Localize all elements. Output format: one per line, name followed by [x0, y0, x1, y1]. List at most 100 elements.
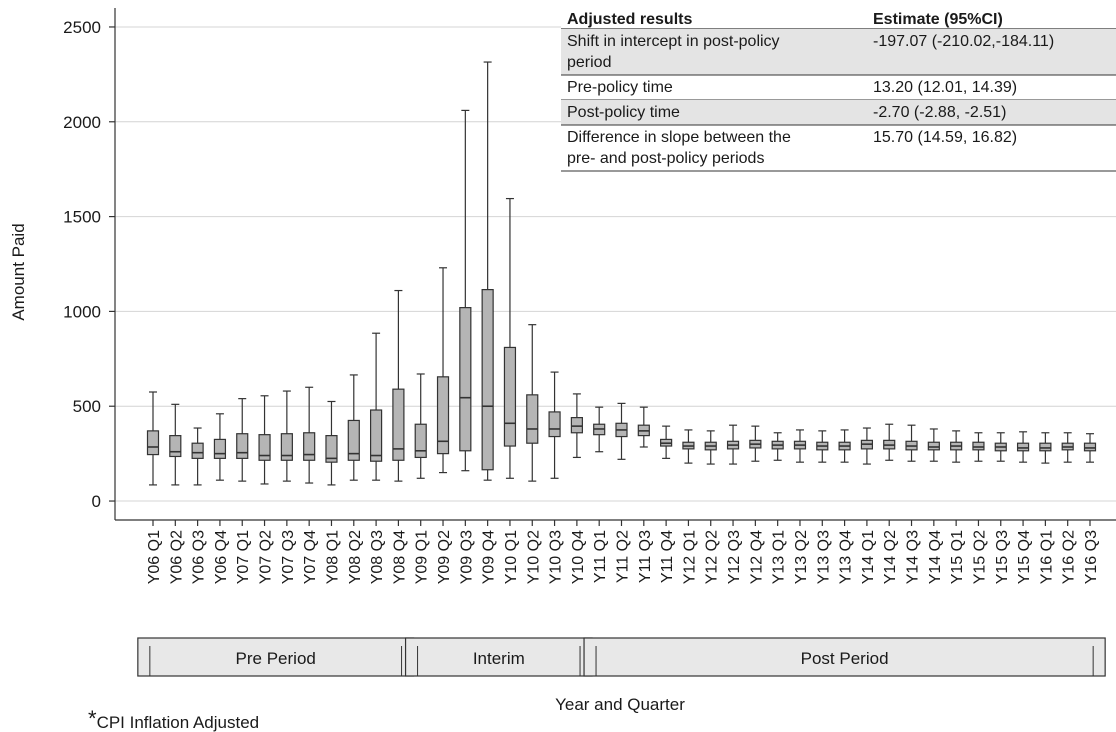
- footnote-mark: *: [88, 706, 97, 731]
- y-tick-label: 0: [92, 492, 101, 511]
- iqr-box: [392, 388, 405, 461]
- box-item: [883, 423, 896, 461]
- x-tick-label: Y13 Q1: [771, 530, 788, 584]
- box-item: [593, 406, 606, 453]
- x-tick-label: Y06 Q4: [213, 530, 230, 584]
- box-item: [950, 430, 963, 463]
- table-row-estimate: -2.70 (-2.88, -2.51): [873, 104, 1006, 121]
- box-item: [481, 61, 494, 481]
- box-item: [347, 374, 360, 481]
- box-item: [414, 373, 427, 479]
- x-tick-label: Y09 Q3: [458, 530, 475, 584]
- iqr-box: [169, 435, 182, 458]
- x-tick-label: Y16 Q1: [1038, 530, 1055, 584]
- iqr-box: [191, 442, 204, 459]
- box-item: [548, 371, 561, 479]
- box-item: [905, 424, 918, 462]
- y-tick-label: 2500: [63, 18, 101, 37]
- x-tick-label: Y07 Q4: [302, 530, 319, 584]
- table-row-estimate: 13.20 (12.01, 14.39): [873, 79, 1017, 96]
- x-tick-label: Y06 Q1: [146, 530, 163, 584]
- x-axis: Y06 Q1 Y06 Q2 Y06 Q3 Y06 Q4 Y07 Q1 Y07 Q2 Y07 …: [115, 519, 1116, 584]
- box-item: [146, 391, 160, 486]
- box-item: [771, 432, 784, 461]
- period-bracket: Pre Period: [137, 637, 415, 677]
- box-item: [258, 395, 271, 485]
- y-axis: 0 500 1000 1500 2000 2500: [63, 8, 116, 520]
- x-tick-label: Y10 Q2: [525, 530, 542, 584]
- x-tick-label: Y12 Q1: [681, 530, 698, 584]
- table-row-label: pre- and post-policy periods: [567, 150, 764, 167]
- iqr-box: [280, 433, 293, 461]
- iqr-box: [481, 289, 494, 471]
- box-item: [325, 400, 338, 486]
- results-table: Adjusted results Estimate (95%CI) Shift in…: [561, 8, 1116, 204]
- box-item: [838, 429, 851, 463]
- box-item: [459, 109, 472, 472]
- y-tick-label: 1500: [63, 208, 101, 227]
- box-item: [1039, 432, 1052, 464]
- box-item: [369, 332, 383, 481]
- x-tick-label: Y09 Q2: [436, 530, 453, 584]
- iqr-box: [927, 441, 940, 451]
- box-item: [994, 432, 1007, 462]
- x-tick-label: Y13 Q4: [838, 530, 855, 584]
- x-tick-label: Y09 Q1: [414, 530, 431, 584]
- box-series: [146, 61, 1097, 486]
- box-item: [637, 406, 650, 448]
- box-item: [280, 390, 293, 482]
- iqr-box: [570, 417, 583, 434]
- x-tick-label: Y11 Q1: [592, 530, 609, 583]
- x-tick-label: Y13 Q2: [793, 530, 810, 584]
- x-tick-label: Y06 Q3: [191, 530, 208, 584]
- x-tick-label: Y10 Q3: [548, 530, 565, 584]
- table-row-label: period: [567, 54, 611, 71]
- period-label: Pre Period: [236, 649, 316, 668]
- x-tick-label: Y14 Q3: [905, 530, 922, 584]
- footnote: *CPI Inflation Adjusted: [88, 706, 259, 732]
- x-tick-label: Y14 Q1: [860, 530, 877, 584]
- iqr-box: [414, 423, 427, 459]
- x-tick-label: Y12 Q4: [748, 530, 765, 584]
- iqr-box: [972, 441, 985, 451]
- table-row-shade: [561, 29, 1116, 75]
- box-item: [726, 424, 740, 465]
- box-item: [615, 402, 628, 460]
- table-row-estimate: 15.70 (14.59, 16.82): [873, 129, 1017, 146]
- x-tick-label: Y12 Q3: [726, 530, 743, 584]
- x-tick-label: Y10 Q4: [570, 530, 587, 584]
- box-item: [1083, 433, 1097, 463]
- x-tick-label: Y12 Q2: [704, 530, 721, 584]
- table-header-estimate: Estimate (95%CI): [873, 11, 1003, 28]
- x-tick-label: Y16 Q3: [1083, 530, 1100, 584]
- box-item: [749, 425, 762, 462]
- box-item: [392, 289, 405, 482]
- box-item: [503, 197, 517, 479]
- box-item: [236, 398, 249, 482]
- x-tick-label: Y08 Q3: [369, 530, 386, 584]
- iqr-box: [258, 434, 271, 461]
- x-tick-label: Y06 Q2: [168, 530, 185, 584]
- box-item: [704, 430, 717, 465]
- period-bracket: Post Period: [583, 637, 1106, 677]
- box-item: [303, 386, 316, 484]
- x-tick-label: Y07 Q1: [235, 530, 252, 584]
- x-tick-label: Y14 Q4: [927, 530, 944, 584]
- box-item: [213, 413, 227, 481]
- x-axis-label: Year and Quarter: [555, 695, 685, 714]
- iqr-box: [369, 409, 383, 462]
- box-item: [1016, 431, 1030, 463]
- x-tick-label: Y11 Q4: [659, 530, 676, 583]
- table-row-estimate: -197.07 (-210.02,-184.11): [873, 33, 1054, 50]
- y-tick-label: 1000: [63, 302, 101, 321]
- box-item: [972, 432, 985, 462]
- table-row-label: Shift in intercept in post-policy: [567, 33, 780, 50]
- x-tick-label: Y15 Q2: [971, 530, 988, 584]
- iqr-box: [503, 346, 517, 447]
- x-tick-label: Y07 Q2: [258, 530, 275, 584]
- y-tick-label: 2000: [63, 113, 101, 132]
- box-item: [526, 324, 539, 482]
- box-item: [927, 428, 940, 462]
- iqr-box: [347, 419, 360, 461]
- iqr-box: [548, 411, 561, 438]
